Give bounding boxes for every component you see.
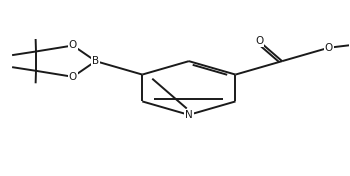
Text: O: O bbox=[255, 36, 263, 46]
Text: O: O bbox=[69, 40, 77, 51]
Text: O: O bbox=[69, 72, 77, 82]
Text: N: N bbox=[185, 110, 193, 120]
Text: O: O bbox=[324, 43, 333, 53]
Text: B: B bbox=[92, 56, 99, 66]
